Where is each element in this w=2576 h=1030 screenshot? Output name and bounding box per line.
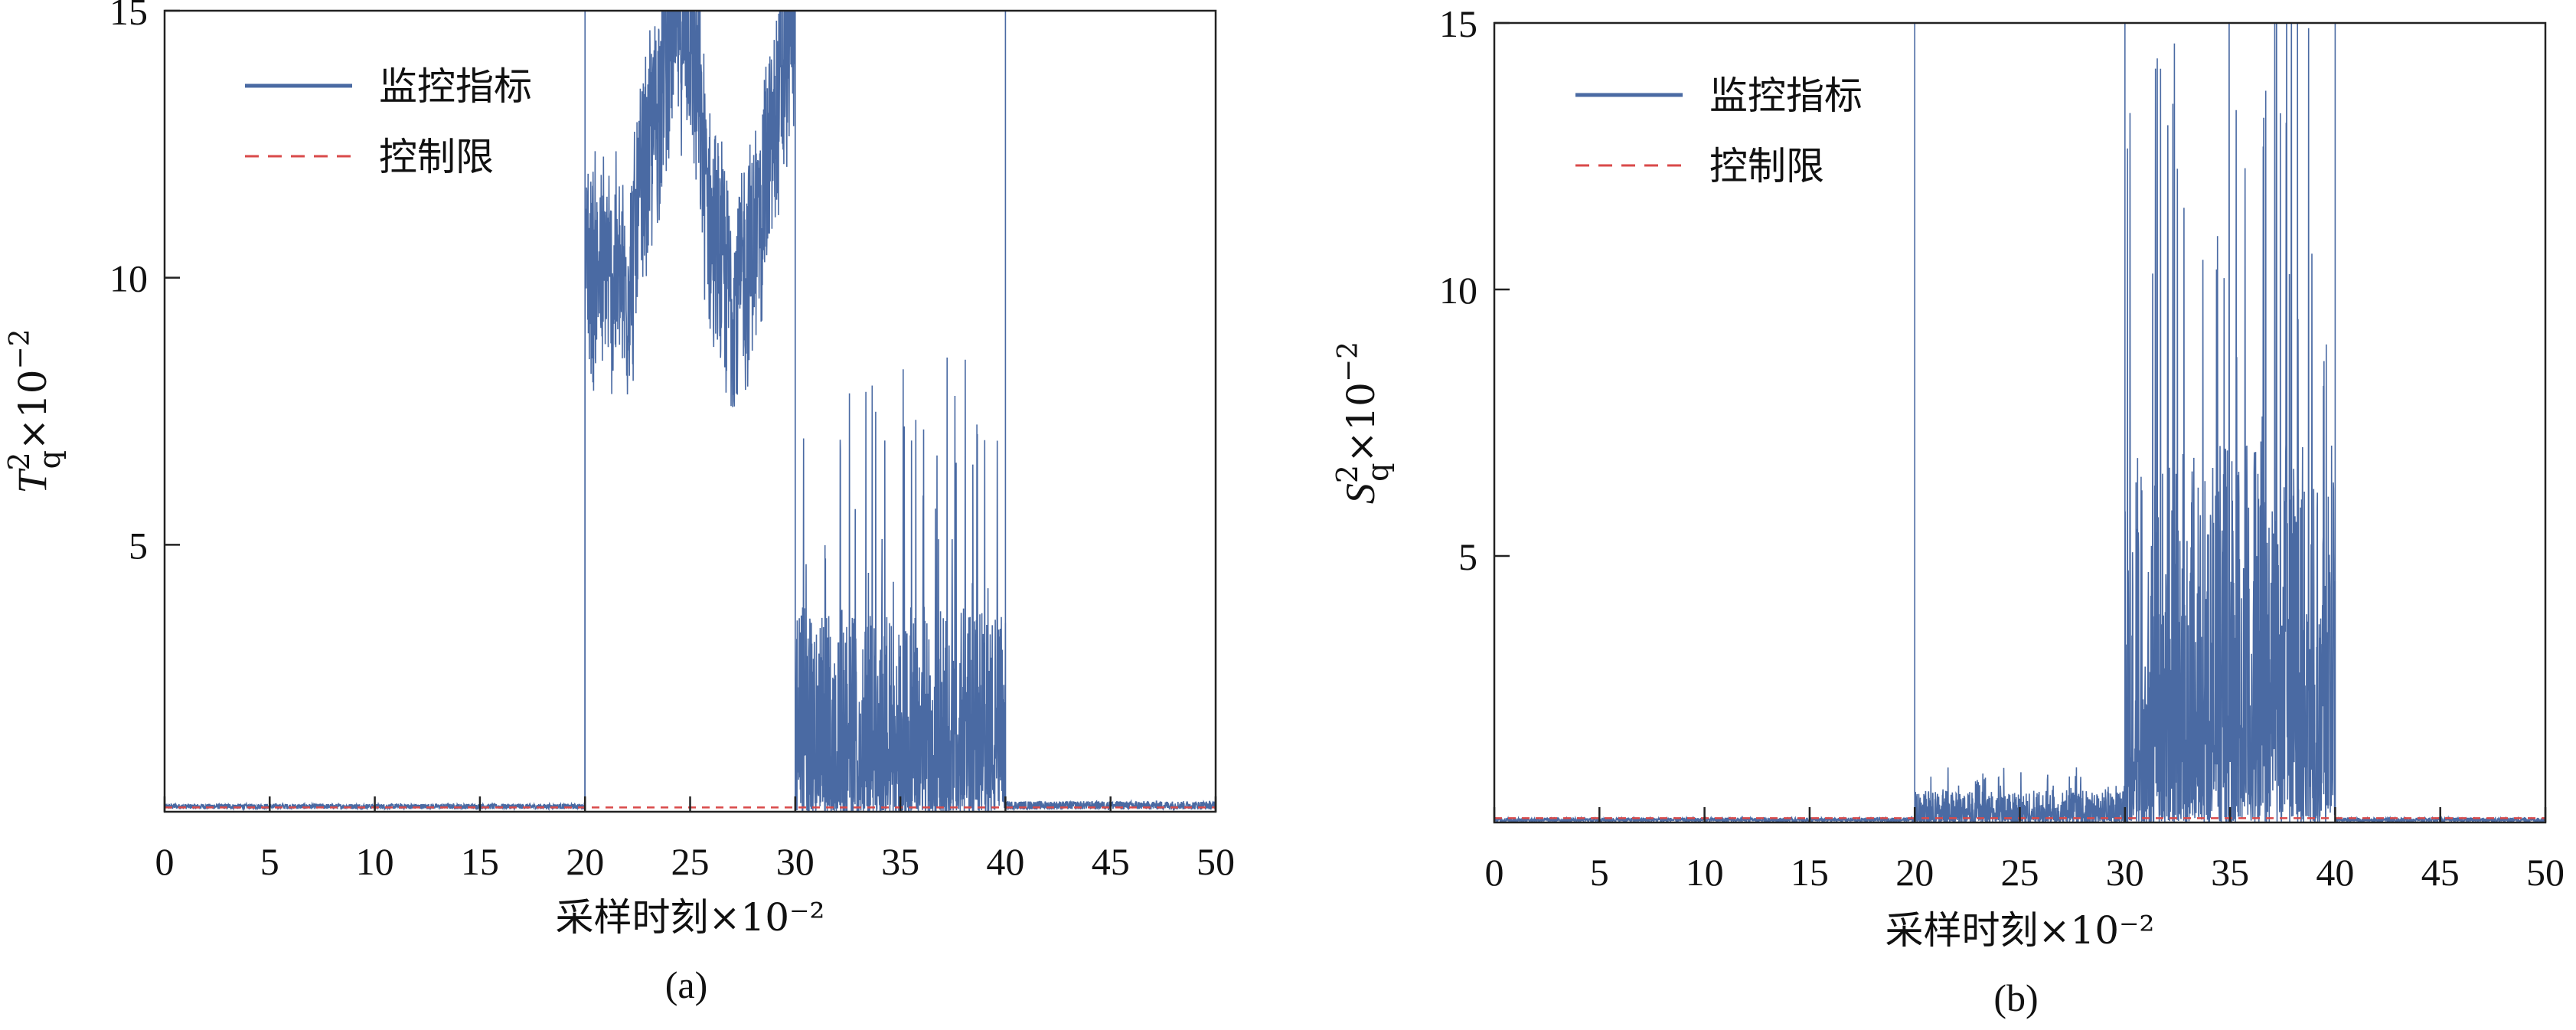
x-tick-label: 10 <box>356 840 394 883</box>
y-axis-label: T2q×10−2 <box>2 329 67 493</box>
x-tick-label: 45 <box>2421 851 2460 894</box>
panel-a: 0 5 10 15 20 25 30 35 40 45 50 5 10 15 采样时刻×10⁻² T2q×10… <box>2 0 1235 1006</box>
x-tick-label: 5 <box>260 840 279 883</box>
panel-label: (b) <box>1993 976 2038 1019</box>
x-tick-label: 20 <box>566 840 604 883</box>
x-tick-label: 15 <box>461 840 499 883</box>
series-line-monitor <box>165 11 1216 812</box>
panel-b: 0 5 10 15 20 25 30 35 40 45 50 5 10 15 采样时刻×10⁻² S2q×10… <box>1330 2 2565 1019</box>
x-tick-label: 35 <box>881 840 919 883</box>
x-tick-label: 10 <box>1686 851 1724 894</box>
x-tick-label: 45 <box>1092 840 1130 883</box>
x-tick-label: 5 <box>1590 851 1609 894</box>
x-tick-label: 40 <box>2316 851 2354 894</box>
x-tick-label: 0 <box>155 840 175 883</box>
legend-label-control-limit: 控制限 <box>1709 144 1824 188</box>
y-axis-label: S2q×10−2 <box>1330 342 1395 504</box>
y-tick-label: 10 <box>1439 269 1477 312</box>
x-tick-label: 25 <box>671 840 710 883</box>
series-line-monitor <box>1494 23 2545 822</box>
plot-area <box>1494 23 2545 822</box>
x-tick-label: 30 <box>776 840 815 883</box>
x-tick-label: 50 <box>2526 851 2565 894</box>
axes-frame <box>1493 21 2547 824</box>
legend-label-monitor: 监控指标 <box>379 64 532 109</box>
x-tick-label: 30 <box>2106 851 2144 894</box>
y-tick-label: 10 <box>109 257 148 300</box>
y-tick-label: 5 <box>129 524 148 567</box>
x-axis-label: 采样时刻×10⁻² <box>1885 908 2155 953</box>
x-axis-label: 采样时刻×10⁻² <box>556 895 825 940</box>
panel-label: (a) <box>665 963 708 1006</box>
plot-area <box>165 11 1216 812</box>
x-tick-label: 20 <box>1895 851 1934 894</box>
legend-label-monitor: 监控指标 <box>1709 74 1863 118</box>
x-tick-label: 35 <box>2211 851 2249 894</box>
x-tick-label: 40 <box>986 840 1024 883</box>
y-tick-label: 15 <box>109 0 148 33</box>
legend-label-control-limit: 控制限 <box>379 135 494 179</box>
x-tick-label: 0 <box>1485 851 1504 894</box>
y-tick-label: 15 <box>1439 2 1477 45</box>
axes-frame <box>163 9 1217 813</box>
x-tick-label: 15 <box>1791 851 1829 894</box>
x-tick-label: 50 <box>1197 840 1235 883</box>
x-tick-label: 25 <box>2001 851 2039 894</box>
y-tick-label: 5 <box>1458 535 1477 578</box>
